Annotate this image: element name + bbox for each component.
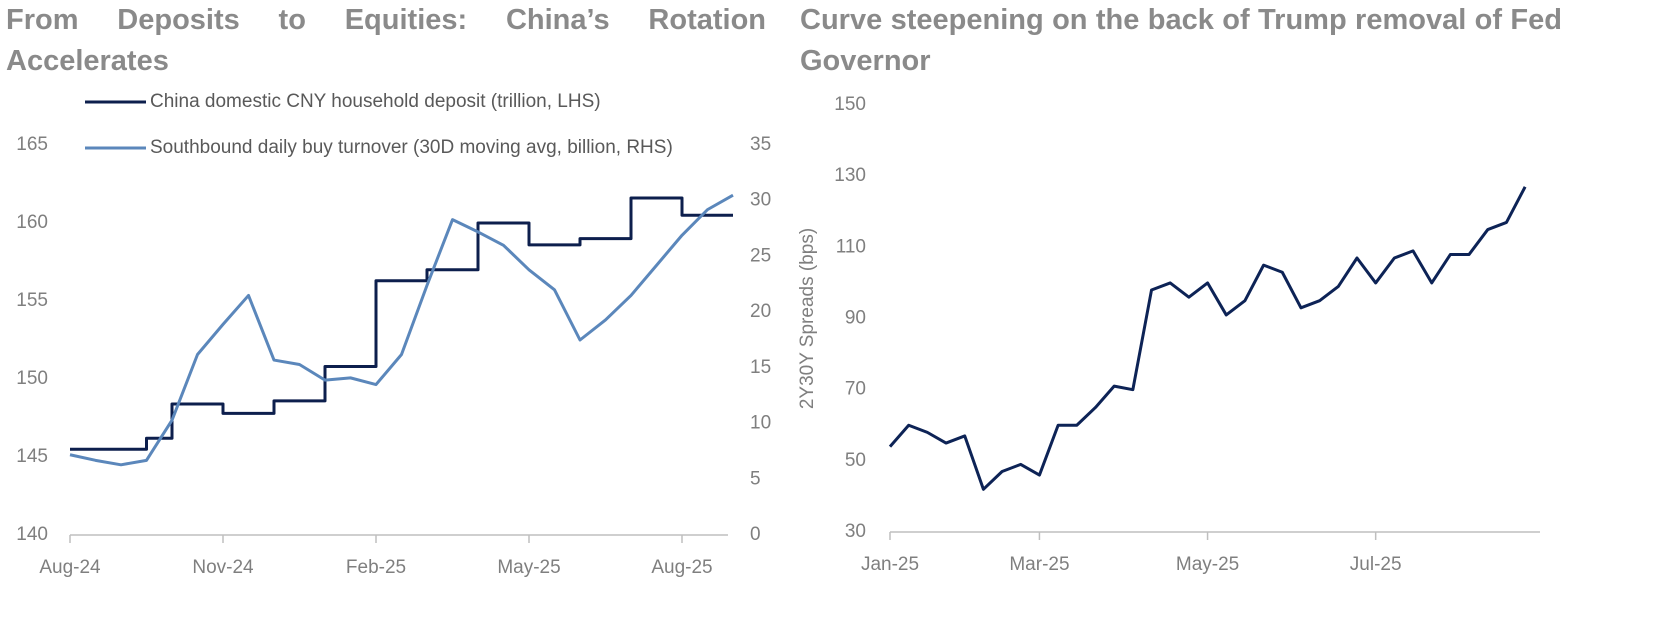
series-line [69, 193, 734, 467]
y-tick-label: 110 [836, 236, 866, 257]
y2-tick-label: 0 [750, 524, 761, 545]
chart-title: From Deposits to Equities: China’s Rotat… [6, 4, 766, 77]
y-tick-label: 150 [834, 94, 866, 115]
x-tick-label: May-25 [497, 557, 560, 578]
series-line [70, 196, 733, 451]
x-tick-label: Mar-25 [1009, 554, 1069, 575]
y2-tick-label: 35 [750, 134, 771, 155]
y2-tick-label: 15 [750, 357, 771, 378]
y-tick-label: 30 [845, 521, 866, 542]
x-tick-label: Aug-25 [651, 557, 712, 578]
y-tick-label: 150 [16, 368, 48, 389]
y-tick-label: 155 [16, 290, 48, 311]
y-axis-label: 2Y30Y Spreads (bps) [797, 228, 818, 409]
y2-tick-label: 5 [750, 468, 761, 489]
y-tick-label: 145 [16, 446, 48, 467]
series-line [888, 186, 1527, 491]
x-tick-label: Jan-25 [861, 554, 919, 575]
y-tick-label: 165 [16, 134, 48, 155]
y2-tick-label: 30 [750, 190, 771, 211]
x-tick-label: Nov-24 [192, 557, 254, 578]
x-tick-label: May-25 [1176, 554, 1239, 575]
legend-label: Southbound daily buy turnover (30D movin… [150, 137, 673, 158]
y2-tick-label: 10 [750, 413, 771, 434]
x-tick-label: Aug-24 [39, 557, 101, 578]
y-tick-label: 70 [845, 379, 866, 400]
y-tick-label: 160 [16, 212, 48, 233]
y-tick-label: 130 [834, 165, 866, 186]
legend-label: China domestic CNY household deposit (tr… [150, 91, 601, 112]
y-tick-label: 140 [16, 524, 48, 545]
y2-tick-label: 25 [750, 245, 771, 266]
y-tick-label: 50 [845, 450, 866, 471]
x-tick-label: Jul-25 [1350, 554, 1402, 575]
x-tick-label: Feb-25 [346, 557, 406, 578]
y2-tick-label: 20 [750, 301, 771, 322]
chart-title: Curve steepening on the back of Trump re… [800, 4, 1562, 77]
y-tick-label: 90 [845, 308, 866, 329]
